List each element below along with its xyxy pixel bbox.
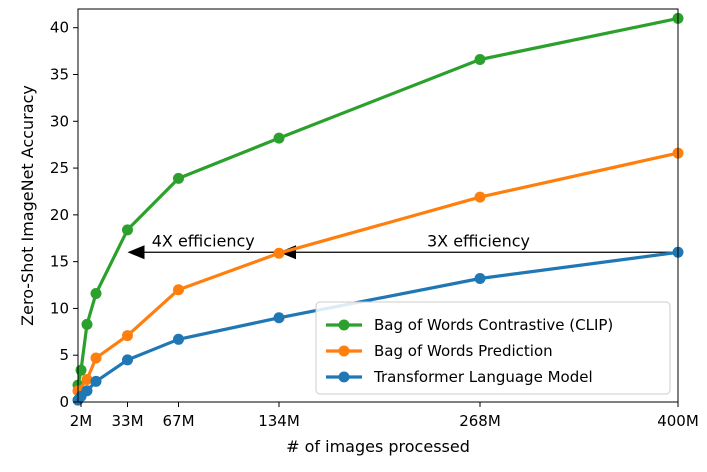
data-point (81, 385, 93, 397)
legend-label: Transformer Language Model (373, 368, 593, 386)
data-point (90, 287, 102, 299)
y-tick-label: 5 (59, 346, 69, 364)
data-point (474, 272, 486, 284)
legend-label: Bag of Words Contrastive (CLIP) (374, 316, 613, 334)
data-point (273, 132, 285, 144)
data-point (81, 318, 93, 330)
data-point (173, 284, 184, 296)
legend-label: Bag of Words Prediction (374, 342, 553, 360)
data-point (273, 312, 285, 324)
data-point (90, 352, 102, 364)
efficiency-label: 3X efficiency (427, 231, 530, 250)
x-tick-label: 2M (70, 412, 93, 430)
y-tick-label: 20 (50, 206, 69, 224)
data-point (90, 375, 102, 387)
x-tick-label: 33M (111, 412, 143, 430)
y-tick-label: 25 (50, 159, 69, 177)
y-tick-label: 30 (50, 112, 69, 130)
y-tick-label: 10 (50, 299, 69, 317)
data-point (122, 224, 133, 236)
x-axis-title: # of images processed (286, 437, 470, 456)
x-tick-label: 400M (657, 412, 699, 430)
annotations: 4X efficiency 3X efficiency (127, 231, 678, 260)
y-axis-title: Zero-Shot ImageNet Accuracy (18, 85, 37, 326)
series-lines (72, 12, 684, 406)
data-point (122, 330, 133, 342)
data-point (122, 354, 133, 366)
y-tick-label: 15 (50, 253, 69, 271)
data-point (81, 374, 93, 386)
x-tick-label: 268M (459, 412, 501, 430)
data-point (75, 364, 87, 376)
data-point (474, 54, 486, 66)
x-tick-label: 67M (162, 412, 194, 430)
y-tick-label: 35 (50, 66, 69, 84)
legend-box (315, 301, 671, 395)
efficiency-arrow-head (127, 245, 145, 260)
y-tick-label: 0 (59, 393, 69, 411)
data-point (474, 191, 486, 203)
x-tick-label: 134M (258, 412, 300, 430)
y-tick-label: 40 (50, 19, 69, 37)
plot-frame (77, 8, 679, 403)
legend: Bag of Words Contrastive (CLIP) Bag of Wo… (315, 301, 671, 395)
axes: 0 5 10 15 20 25 30 35 40 2M 33M 67M 134M 268M 400M # of… (18, 8, 699, 456)
data-point (173, 172, 184, 184)
data-point (173, 333, 184, 345)
legend-swatch-marker (338, 371, 350, 383)
legend-swatch-marker (338, 319, 350, 331)
legend-swatch-marker (338, 345, 350, 357)
efficiency-label: 4X efficiency (152, 231, 255, 250)
data-point (273, 247, 285, 259)
